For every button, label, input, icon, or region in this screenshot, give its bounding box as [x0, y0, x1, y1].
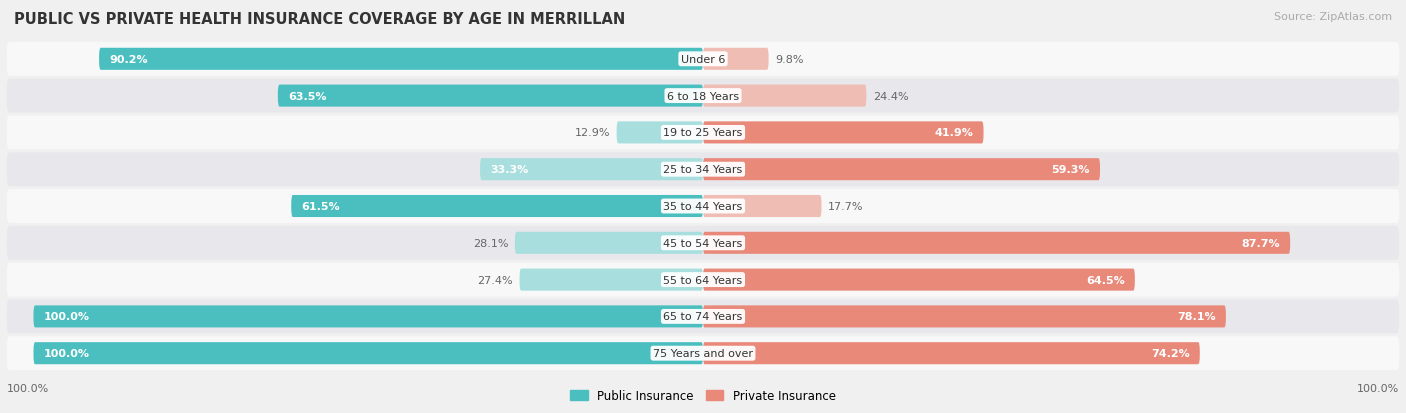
- Text: 65 to 74 Years: 65 to 74 Years: [664, 312, 742, 322]
- FancyBboxPatch shape: [34, 342, 703, 364]
- FancyBboxPatch shape: [291, 195, 703, 218]
- FancyBboxPatch shape: [34, 306, 703, 328]
- FancyBboxPatch shape: [7, 116, 1399, 150]
- FancyBboxPatch shape: [7, 263, 1399, 297]
- Text: 64.5%: 64.5%: [1085, 275, 1125, 285]
- FancyBboxPatch shape: [7, 337, 1399, 370]
- FancyBboxPatch shape: [703, 49, 769, 71]
- Text: 12.9%: 12.9%: [575, 128, 610, 138]
- FancyBboxPatch shape: [703, 269, 1135, 291]
- Text: Source: ZipAtlas.com: Source: ZipAtlas.com: [1274, 12, 1392, 22]
- Text: 100.0%: 100.0%: [1357, 383, 1399, 393]
- FancyBboxPatch shape: [515, 232, 703, 254]
- FancyBboxPatch shape: [479, 159, 703, 181]
- Text: Under 6: Under 6: [681, 55, 725, 65]
- Text: 6 to 18 Years: 6 to 18 Years: [666, 91, 740, 101]
- Text: 41.9%: 41.9%: [935, 128, 973, 138]
- Text: 87.7%: 87.7%: [1241, 238, 1279, 248]
- Text: 19 to 25 Years: 19 to 25 Years: [664, 128, 742, 138]
- FancyBboxPatch shape: [98, 49, 703, 71]
- Legend: Public Insurance, Private Insurance: Public Insurance, Private Insurance: [565, 385, 841, 407]
- FancyBboxPatch shape: [7, 79, 1399, 113]
- Text: 75 Years and over: 75 Years and over: [652, 348, 754, 358]
- FancyBboxPatch shape: [7, 226, 1399, 260]
- Text: 45 to 54 Years: 45 to 54 Years: [664, 238, 742, 248]
- Text: 17.7%: 17.7%: [828, 202, 863, 211]
- Text: 28.1%: 28.1%: [472, 238, 508, 248]
- Text: 100.0%: 100.0%: [44, 312, 90, 322]
- FancyBboxPatch shape: [703, 85, 866, 107]
- FancyBboxPatch shape: [617, 122, 703, 144]
- FancyBboxPatch shape: [278, 85, 703, 107]
- FancyBboxPatch shape: [703, 195, 821, 218]
- Text: 90.2%: 90.2%: [110, 55, 148, 65]
- Text: 78.1%: 78.1%: [1177, 312, 1216, 322]
- FancyBboxPatch shape: [703, 122, 984, 144]
- Text: 35 to 44 Years: 35 to 44 Years: [664, 202, 742, 211]
- Text: 61.5%: 61.5%: [301, 202, 340, 211]
- Text: 55 to 64 Years: 55 to 64 Years: [664, 275, 742, 285]
- FancyBboxPatch shape: [7, 153, 1399, 187]
- Text: 25 to 34 Years: 25 to 34 Years: [664, 165, 742, 175]
- FancyBboxPatch shape: [703, 232, 1291, 254]
- Text: 9.8%: 9.8%: [775, 55, 804, 65]
- Text: 63.5%: 63.5%: [288, 91, 326, 101]
- FancyBboxPatch shape: [7, 300, 1399, 334]
- FancyBboxPatch shape: [7, 43, 1399, 76]
- Text: PUBLIC VS PRIVATE HEALTH INSURANCE COVERAGE BY AGE IN MERRILLAN: PUBLIC VS PRIVATE HEALTH INSURANCE COVER…: [14, 12, 626, 27]
- FancyBboxPatch shape: [703, 306, 1226, 328]
- Text: 74.2%: 74.2%: [1152, 348, 1189, 358]
- FancyBboxPatch shape: [7, 190, 1399, 223]
- Text: 27.4%: 27.4%: [477, 275, 513, 285]
- Text: 100.0%: 100.0%: [44, 348, 90, 358]
- Text: 59.3%: 59.3%: [1052, 165, 1090, 175]
- Text: 33.3%: 33.3%: [491, 165, 529, 175]
- Text: 100.0%: 100.0%: [7, 383, 49, 393]
- FancyBboxPatch shape: [703, 342, 1199, 364]
- FancyBboxPatch shape: [520, 269, 703, 291]
- FancyBboxPatch shape: [703, 159, 1099, 181]
- Text: 24.4%: 24.4%: [873, 91, 908, 101]
